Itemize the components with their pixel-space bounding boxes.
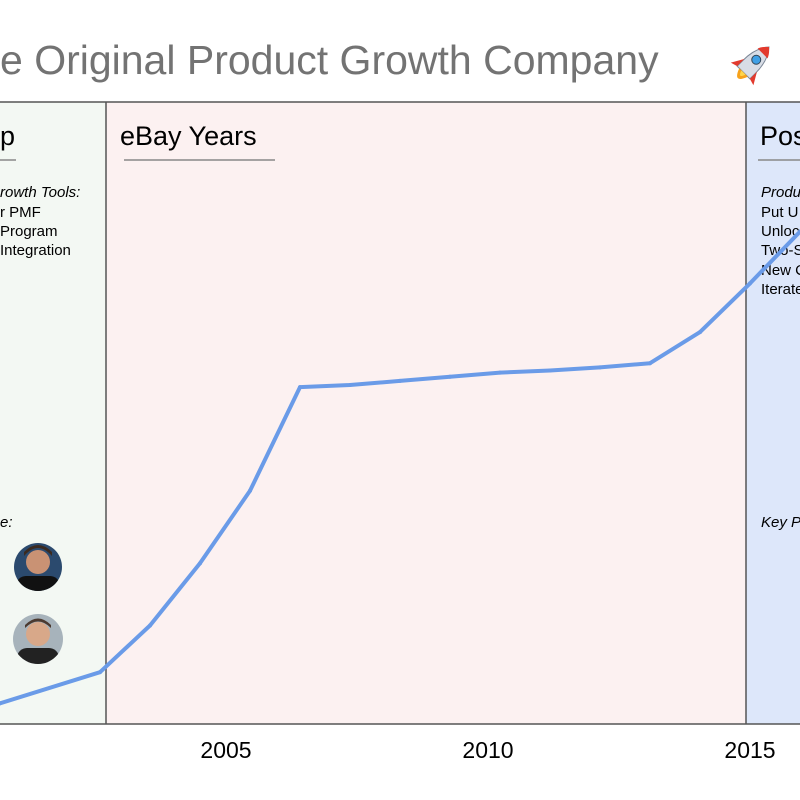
region-3-item: Unloc xyxy=(761,223,800,240)
data-point xyxy=(348,383,352,388)
rocket-icon xyxy=(730,46,770,86)
data-point xyxy=(148,623,152,628)
data-point xyxy=(198,561,202,566)
data-point xyxy=(598,365,602,370)
region-1-people-label: e: xyxy=(0,514,13,531)
data-point xyxy=(698,330,702,335)
data-point xyxy=(98,670,102,675)
region-1-heading: rowth Tools: xyxy=(0,184,80,201)
data-point xyxy=(448,374,452,379)
region-label-ebay-years: eBay Years xyxy=(120,121,257,151)
region-1-item: Program xyxy=(0,223,58,240)
person-avatar-1 xyxy=(14,543,62,591)
region-label-startup: p xyxy=(0,121,15,151)
data-point xyxy=(748,281,752,286)
data-point xyxy=(398,378,402,383)
post-region xyxy=(746,102,800,724)
data-point xyxy=(498,370,502,375)
region-3-heading: Produ xyxy=(761,184,800,201)
x-tick-label: 2005 xyxy=(200,737,251,763)
region-3-key-label: Key P xyxy=(761,514,800,531)
chart-title: e Original Product Growth Company xyxy=(0,37,659,83)
region-1-item: Integration xyxy=(0,242,71,259)
region-3-item: Iterate xyxy=(761,281,800,298)
region-label-post: Pos xyxy=(760,121,800,151)
data-point xyxy=(548,368,552,373)
data-point xyxy=(298,385,302,390)
series-line-growth xyxy=(0,229,800,706)
data-point xyxy=(648,361,652,366)
region-3-item: Put U xyxy=(761,204,799,221)
region-1-item: r PMF xyxy=(0,204,41,221)
person-avatar-2 xyxy=(13,614,63,664)
x-tick-label: 2010 xyxy=(462,737,513,763)
region-3-item: New C xyxy=(761,262,800,279)
ebay-years-region xyxy=(106,102,746,724)
x-tick-label: 2015 xyxy=(724,737,775,763)
data-point xyxy=(0,701,2,706)
data-point xyxy=(248,488,252,493)
